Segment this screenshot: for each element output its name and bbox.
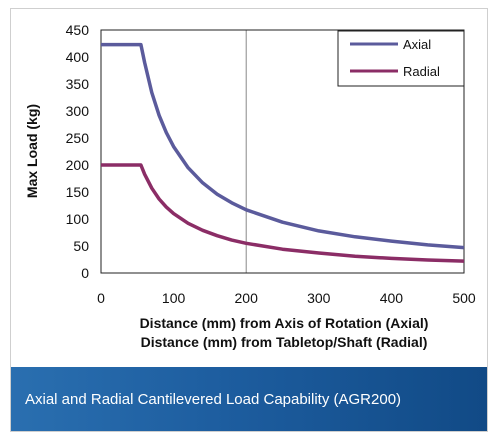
x-tick-label: 100	[162, 290, 186, 306]
x-axis-title-line-1: Distance (mm) from Axis of Rotation (Axi…	[140, 315, 429, 331]
x-axis-title-line-2: Distance (mm) from Tabletop/Shaft (Radia…	[141, 334, 428, 350]
caption-band: Axial and Radial Cantilevered Load Capab…	[11, 367, 487, 431]
y-tick-label: 350	[66, 76, 90, 92]
x-tick-label: 300	[307, 290, 331, 306]
y-tick-label: 250	[66, 130, 90, 146]
x-tick-label: 400	[380, 290, 404, 306]
plot-area-border	[100, 29, 465, 274]
x-tick-label: 500	[452, 290, 476, 306]
legend-label-radial: Radial	[403, 64, 440, 79]
y-tick-label: 0	[81, 265, 89, 281]
series-line-radial	[101, 163, 465, 263]
x-tick-labels: 0 100 200 300 400 500	[97, 290, 476, 306]
x-tick-label: 0	[97, 290, 105, 306]
y-tick-label: 50	[73, 238, 89, 254]
y-tick-label: 400	[66, 49, 90, 65]
figure-caption: Axial and Radial Cantilevered Load Capab…	[25, 390, 402, 408]
y-tick-label: 450	[66, 22, 90, 38]
series-layer	[101, 42, 465, 263]
x-tick-label: 200	[235, 290, 259, 306]
legend: Axial Radial	[337, 30, 465, 87]
y-axis-title: Max Load (kg)	[24, 104, 40, 198]
y-tick-label: 200	[66, 157, 90, 173]
legend-box	[337, 30, 465, 87]
y-tick-label: 300	[66, 103, 90, 119]
legend-label-axial: Axial	[403, 37, 431, 52]
series-line-axial	[101, 42, 465, 250]
y-tick-label: 100	[66, 211, 90, 227]
y-tick-labels: 0 50 100 150 200 250 300 350 400 450	[66, 22, 90, 281]
y-tick-label: 150	[66, 184, 90, 200]
